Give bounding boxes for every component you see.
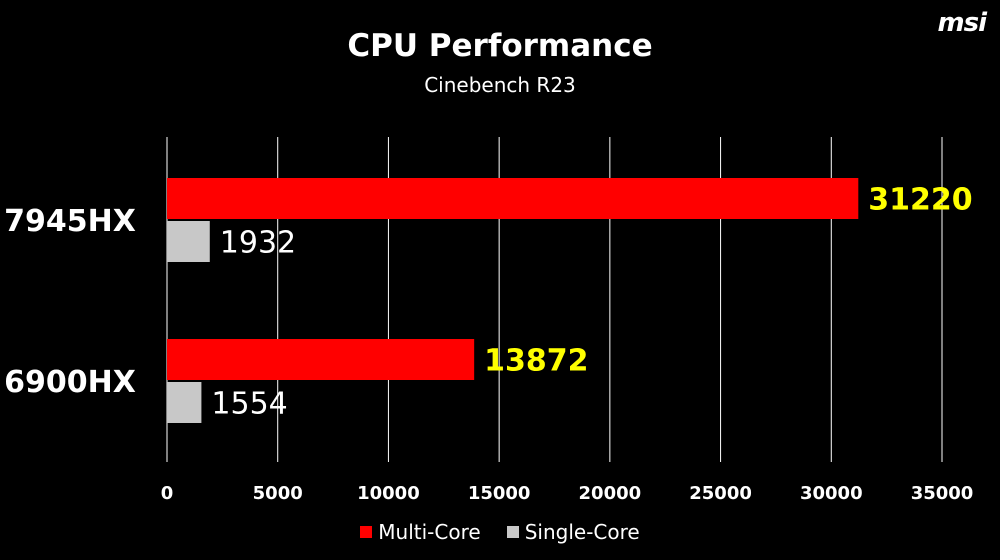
bar-multi-core-7945HX <box>167 178 858 219</box>
legend-item-multi-core: Multi-Core <box>360 520 480 544</box>
x-tick-label-25000: 25000 <box>689 483 752 504</box>
data-label-single-core-7945HX: 1932 <box>220 226 296 261</box>
x-tick-label-10000: 10000 <box>357 483 420 504</box>
legend-label-multi-core: Multi-Core <box>378 520 480 544</box>
data-label-multi-core-7945HX: 31220 <box>868 183 972 218</box>
legend-swatch-multi-core <box>360 526 372 538</box>
x-tick-label-5000: 5000 <box>253 483 303 504</box>
bar-single-core-6900HX <box>167 382 201 423</box>
x-tick-label-15000: 15000 <box>468 483 531 504</box>
data-label-single-core-6900HX: 1554 <box>211 387 287 422</box>
x-tick-label-35000: 35000 <box>911 483 974 504</box>
data-label-multi-core-6900HX: 13872 <box>484 344 588 379</box>
x-tick-label-0: 0 <box>161 483 174 504</box>
chart-legend: Multi-Core Single-Core <box>0 520 1000 544</box>
x-tick-label-30000: 30000 <box>800 483 863 504</box>
legend-swatch-single-core <box>507 526 519 538</box>
bar-single-core-7945HX <box>167 221 210 262</box>
category-label-6900HX: 6900HX <box>4 365 136 400</box>
legend-item-single-core: Single-Core <box>507 520 640 544</box>
category-label-7945HX: 7945HX <box>4 204 136 239</box>
x-tick-label-20000: 20000 <box>579 483 642 504</box>
legend-label-single-core: Single-Core <box>525 520 640 544</box>
bar-multi-core-6900HX <box>167 339 474 380</box>
